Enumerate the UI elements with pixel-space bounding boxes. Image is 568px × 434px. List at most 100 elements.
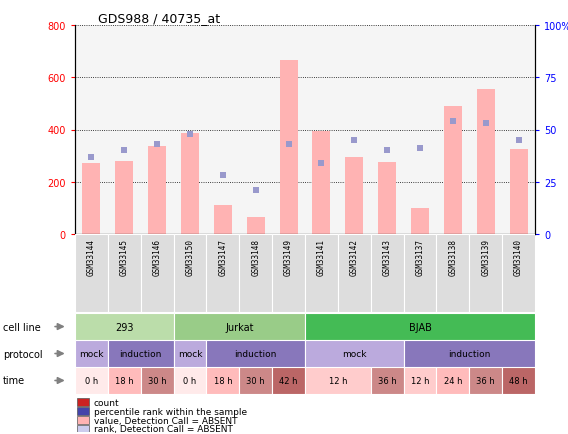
Bar bbox=[371, 234, 404, 312]
Bar bbox=[174, 367, 206, 394]
Text: value, Detection Call = ABSENT: value, Detection Call = ABSENT bbox=[94, 416, 237, 424]
Bar bbox=[411, 208, 429, 234]
Text: GSM33148: GSM33148 bbox=[251, 238, 260, 275]
Bar bbox=[272, 234, 305, 312]
Point bbox=[87, 154, 96, 161]
Bar bbox=[404, 340, 535, 367]
Bar bbox=[75, 340, 108, 367]
Bar bbox=[469, 234, 502, 312]
Bar bbox=[502, 234, 535, 312]
Bar bbox=[305, 234, 338, 312]
Bar bbox=[108, 234, 141, 312]
Bar bbox=[305, 340, 404, 367]
Bar bbox=[174, 340, 206, 367]
Bar bbox=[247, 217, 265, 234]
Bar bbox=[436, 234, 469, 312]
Text: GSM33139: GSM33139 bbox=[481, 238, 490, 275]
Bar bbox=[239, 367, 272, 394]
Bar bbox=[75, 367, 108, 394]
Bar bbox=[378, 163, 396, 234]
Text: 36 h: 36 h bbox=[477, 376, 495, 385]
Bar bbox=[77, 416, 90, 424]
Point bbox=[317, 160, 326, 167]
Bar bbox=[279, 61, 298, 234]
Bar bbox=[502, 367, 535, 394]
Bar bbox=[108, 340, 174, 367]
Bar bbox=[404, 367, 436, 394]
Bar bbox=[338, 234, 371, 312]
Bar bbox=[75, 234, 108, 312]
Bar bbox=[77, 407, 90, 415]
Text: count: count bbox=[94, 398, 119, 407]
Bar bbox=[312, 132, 331, 234]
Bar bbox=[509, 150, 528, 234]
Bar bbox=[141, 234, 174, 312]
Point bbox=[448, 118, 457, 125]
Text: GSM33146: GSM33146 bbox=[153, 238, 162, 275]
Point bbox=[284, 141, 293, 148]
Text: 36 h: 36 h bbox=[378, 376, 396, 385]
Text: 0 h: 0 h bbox=[183, 376, 197, 385]
Text: induction: induction bbox=[119, 349, 162, 358]
Text: GSM33145: GSM33145 bbox=[120, 238, 129, 275]
Bar bbox=[469, 367, 502, 394]
Bar bbox=[345, 158, 364, 234]
Text: GSM33144: GSM33144 bbox=[87, 238, 96, 275]
Text: GDS988 / 40735_at: GDS988 / 40735_at bbox=[98, 12, 220, 25]
Point bbox=[514, 137, 523, 144]
Bar bbox=[239, 234, 272, 312]
Point bbox=[383, 148, 392, 155]
Bar bbox=[305, 313, 535, 340]
Text: GSM33147: GSM33147 bbox=[218, 238, 227, 275]
Point bbox=[153, 141, 162, 148]
Text: mock: mock bbox=[342, 349, 366, 358]
Bar bbox=[444, 107, 462, 234]
Text: BJAB: BJAB bbox=[408, 322, 432, 332]
Text: 18 h: 18 h bbox=[115, 376, 133, 385]
Bar bbox=[436, 367, 469, 394]
Text: 0 h: 0 h bbox=[85, 376, 98, 385]
Text: mock: mock bbox=[79, 349, 103, 358]
Bar bbox=[174, 313, 305, 340]
Text: 293: 293 bbox=[115, 322, 133, 332]
Bar bbox=[206, 234, 239, 312]
Bar bbox=[181, 134, 199, 234]
Text: 30 h: 30 h bbox=[247, 376, 265, 385]
Bar bbox=[108, 367, 141, 394]
Bar bbox=[82, 164, 101, 234]
Bar bbox=[477, 90, 495, 234]
Text: 12 h: 12 h bbox=[329, 376, 347, 385]
Text: Jurkat: Jurkat bbox=[225, 322, 253, 332]
Text: rank, Detection Call = ABSENT: rank, Detection Call = ABSENT bbox=[94, 424, 232, 434]
Bar bbox=[214, 206, 232, 234]
Point bbox=[120, 148, 129, 155]
Text: GSM33141: GSM33141 bbox=[317, 238, 326, 275]
Text: GSM33143: GSM33143 bbox=[383, 238, 392, 275]
Text: 30 h: 30 h bbox=[148, 376, 166, 385]
Text: GSM33137: GSM33137 bbox=[416, 238, 424, 275]
Text: GSM33142: GSM33142 bbox=[350, 238, 359, 275]
Text: 24 h: 24 h bbox=[444, 376, 462, 385]
Point bbox=[481, 121, 490, 128]
Text: GSM33149: GSM33149 bbox=[284, 238, 293, 275]
Text: 42 h: 42 h bbox=[279, 376, 298, 385]
Text: mock: mock bbox=[178, 349, 202, 358]
Bar bbox=[404, 234, 436, 312]
Bar bbox=[77, 425, 90, 433]
Text: percentile rank within the sample: percentile rank within the sample bbox=[94, 407, 247, 416]
Text: 12 h: 12 h bbox=[411, 376, 429, 385]
Point bbox=[251, 187, 260, 194]
Bar bbox=[371, 367, 404, 394]
Text: GSM33138: GSM33138 bbox=[448, 238, 457, 275]
Bar bbox=[75, 313, 174, 340]
Text: induction: induction bbox=[235, 349, 277, 358]
Bar bbox=[206, 367, 239, 394]
Point bbox=[350, 137, 359, 144]
Text: time: time bbox=[3, 376, 25, 385]
Text: induction: induction bbox=[448, 349, 491, 358]
Bar bbox=[141, 367, 174, 394]
Bar bbox=[206, 340, 305, 367]
Text: 48 h: 48 h bbox=[509, 376, 528, 385]
Bar bbox=[305, 367, 371, 394]
Bar bbox=[77, 398, 90, 406]
